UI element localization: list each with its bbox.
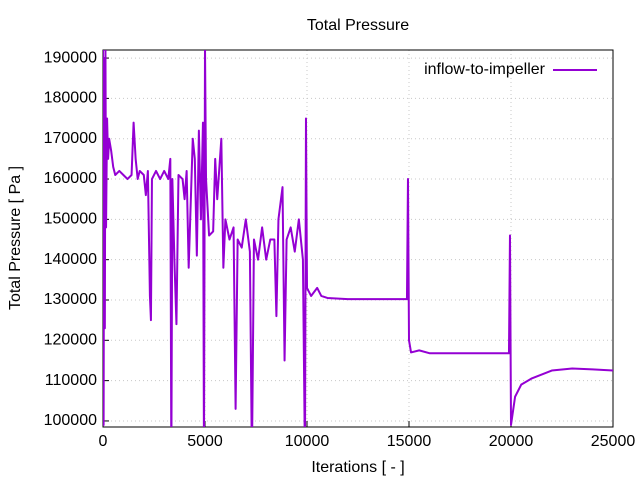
- x-tick-label: 25000: [591, 433, 636, 450]
- data-line: [103, 50, 613, 427]
- plot-frame: [102, 49, 614, 428]
- x-axis-label: Iterations [ - ]: [311, 459, 404, 476]
- y-tick-label: 100000: [44, 412, 97, 429]
- legend-label: inflow-to-impeller: [424, 61, 546, 78]
- y-tick-label: 150000: [44, 211, 97, 228]
- y-tick-label: 180000: [44, 90, 97, 107]
- plot-area: [103, 50, 613, 427]
- y-axis-label: Total Pressure [ Pa ]: [7, 166, 24, 310]
- y-tick-label: 160000: [44, 170, 97, 187]
- y-tick-label: 190000: [44, 49, 97, 66]
- y-tick-label: 130000: [44, 291, 97, 308]
- x-tick-label: 15000: [387, 433, 432, 450]
- y-tick-label: 110000: [45, 372, 97, 389]
- chart-title: Total Pressure: [307, 17, 409, 34]
- y-tick-label: 140000: [44, 251, 97, 268]
- y-tick-label: 170000: [44, 130, 97, 147]
- x-tick-label: 10000: [285, 433, 330, 450]
- x-tick-label: 5000: [187, 433, 223, 450]
- x-tick-label: 0: [99, 433, 108, 450]
- x-tick-label: 20000: [489, 433, 534, 450]
- y-tick-label: 120000: [44, 332, 97, 349]
